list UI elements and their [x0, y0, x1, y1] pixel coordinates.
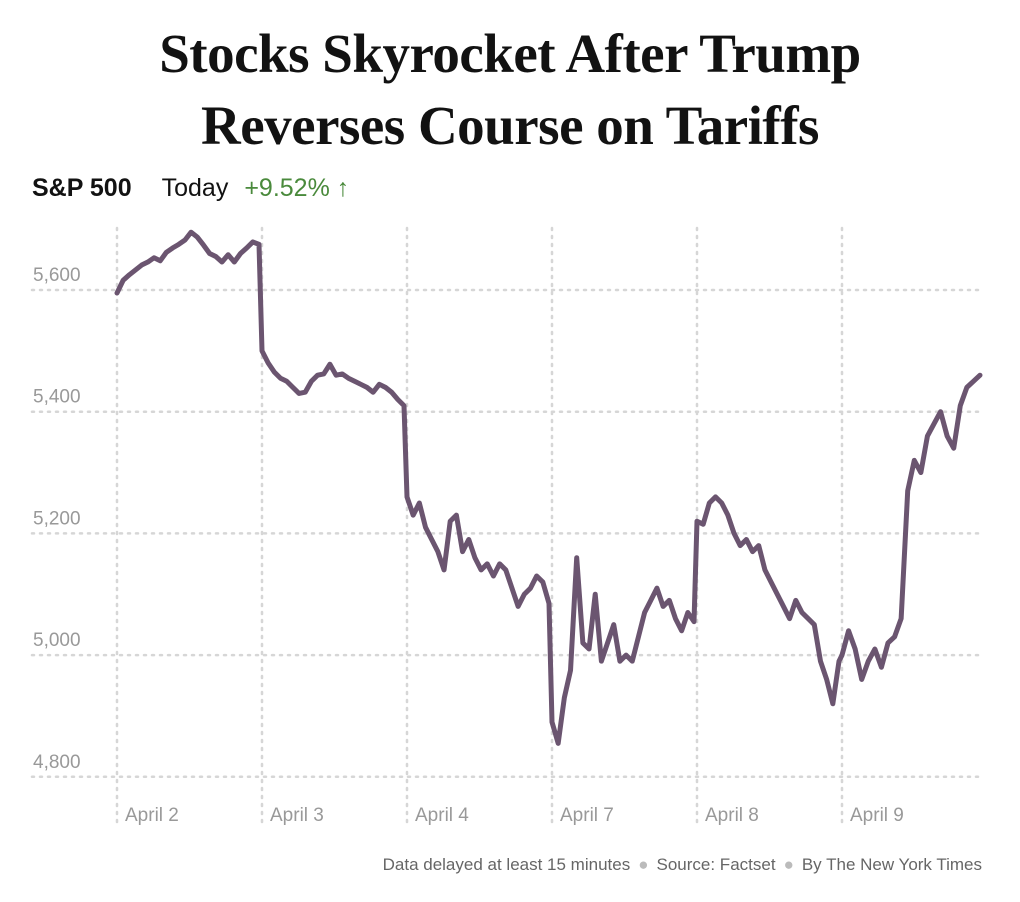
separator-dot: ● [783, 855, 794, 874]
y-tick-label: 5,600 [33, 265, 81, 286]
x-tick-label: April 8 [705, 805, 759, 826]
x-tick-label: April 9 [850, 805, 904, 826]
title-line-1: Stocks Skyrocket After Trump [159, 23, 861, 84]
y-tick-label: 5,000 [33, 630, 81, 651]
chart-title: Stocks Skyrocket After Trump Reverses Co… [0, 18, 1020, 162]
arrow-up-icon: ↑ [336, 174, 350, 202]
footer-credit: By The New York Times [801, 855, 982, 874]
index-name: S&P 500 [32, 174, 132, 202]
chart-footer: Data delayed at least 15 minutes ● Source:… [383, 855, 982, 875]
x-tick-label: April 4 [415, 805, 469, 826]
change-value: +9.52% ↑ [244, 174, 349, 203]
price-line [114, 229, 983, 746]
x-tick-label: April 7 [560, 805, 614, 826]
period-label: Today [161, 174, 229, 202]
separator-dot: ● [638, 855, 649, 874]
chart-header: S&P 500 Today +9.52% ↑ [32, 174, 349, 203]
y-tick-label: 4,800 [33, 752, 81, 773]
title-line-2: Reverses Course on Tariffs [201, 95, 819, 156]
x-tick-label: April 3 [270, 805, 324, 826]
y-tick-label: 5,400 [33, 387, 81, 408]
change-percent: +9.52% [244, 174, 330, 202]
footer-source: Source: Factset [656, 855, 776, 874]
y-tick-label: 5,200 [33, 508, 81, 529]
x-tick-label: April 2 [125, 805, 179, 826]
footer-note: Data delayed at least 15 minutes [382, 855, 631, 874]
